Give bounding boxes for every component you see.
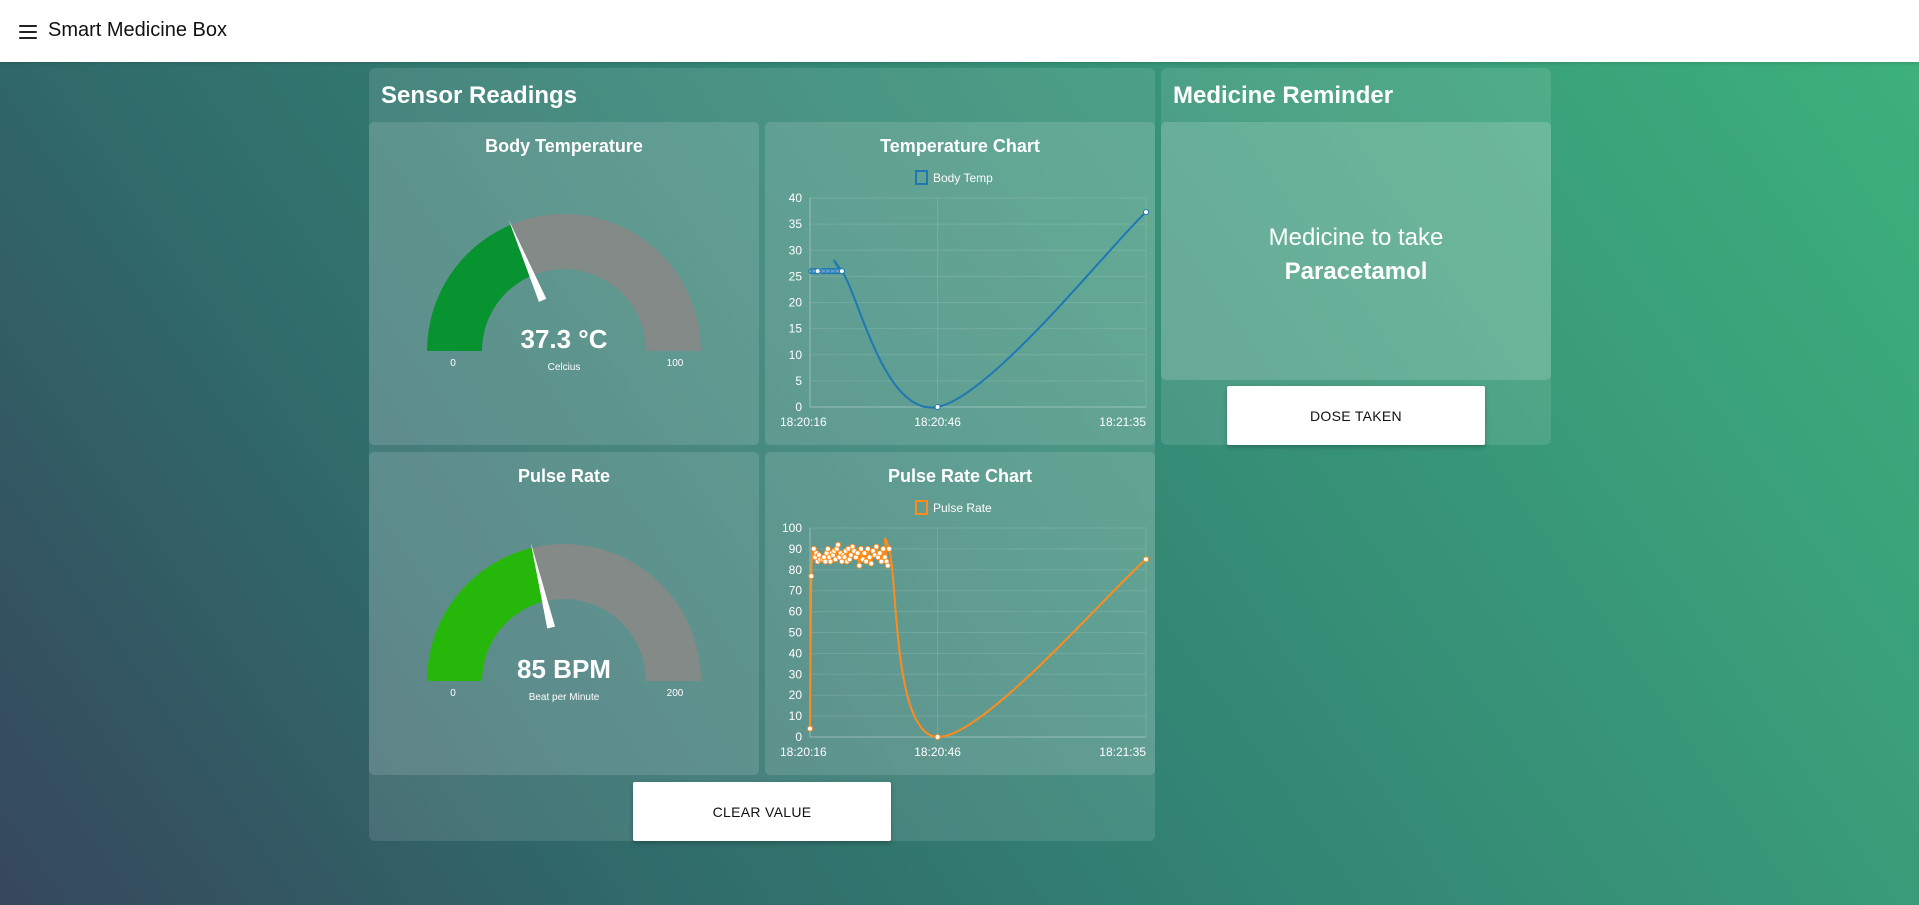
data-point (841, 554, 848, 561)
reminder-card: Medicine to take Paracetamol (1161, 122, 1551, 380)
x-tick-label: 18:20:16 (780, 415, 827, 429)
y-tick-label: 70 (789, 584, 803, 598)
reminder-text: Medicine to take (1268, 224, 1444, 251)
data-point (886, 545, 893, 552)
data-point (873, 543, 880, 550)
x-tick-label: 18:20:16 (780, 745, 827, 759)
data-point (868, 560, 875, 567)
x-tick-label: 18:21:35 (1099, 745, 1146, 759)
gauge-max-label: 100 (667, 358, 684, 369)
data-point (880, 545, 887, 552)
medicine-name: Paracetamol (1284, 258, 1428, 285)
gauge-needle (508, 219, 547, 302)
data-point (934, 404, 941, 410)
temperature-chart-title: Temperature Chart (880, 136, 1040, 156)
body-temperature-card: Body Temperature 37.3 °C Celcius 0 100 (369, 122, 759, 445)
pulse-rate-chart-card: Pulse Rate Chart Pulse Rate 0 10 20 30 40 50 6… (765, 452, 1155, 775)
series-line (811, 211, 1147, 409)
y-tick-label: 40 (789, 646, 803, 660)
y-tick-label: 10 (789, 348, 803, 362)
data-point (835, 541, 842, 548)
data-point (808, 573, 815, 580)
body-temperature-title: Body Temperature (485, 136, 643, 156)
y-tick-label: 0 (795, 400, 802, 414)
y-tick-label: 50 (789, 626, 803, 640)
y-tick-label: 20 (789, 296, 803, 310)
y-tick-label: 15 (789, 322, 803, 336)
top-app-bar: Smart Medicine Box (0, 0, 1919, 62)
clear-value-button[interactable]: CLEAR VALUE (633, 782, 891, 841)
x-tick-label: 18:20:46 (914, 415, 961, 429)
data-point (822, 558, 829, 565)
gauge-max-label: 200 (667, 688, 684, 699)
y-tick-label: 40 (789, 191, 803, 205)
gauge-fill (427, 547, 545, 681)
y-tick-label: 30 (789, 667, 803, 681)
y-tick-label: 35 (789, 217, 803, 231)
y-tick-label: 30 (789, 243, 803, 257)
y-tick-label: 25 (789, 269, 803, 283)
legend-label: Body Temp (933, 171, 993, 185)
data-point (847, 552, 854, 559)
y-tick-label: 20 (789, 688, 803, 702)
data-point (854, 550, 861, 557)
data-point (858, 545, 865, 552)
sensor-readings-title: Sensor Readings (381, 82, 578, 109)
data-point (814, 268, 821, 275)
pulse-rate-line-chart: Pulse Rate 0 10 20 30 40 50 60 70 80 90 100 18:20:1… (780, 500, 1149, 759)
data-point (1143, 556, 1149, 563)
data-point (876, 550, 883, 557)
y-tick-label: 90 (789, 542, 803, 556)
y-tick-label: 10 (789, 709, 803, 723)
data-point (934, 734, 941, 740)
legend-label: Pulse Rate (933, 501, 992, 515)
legend-swatch (915, 500, 928, 515)
pulse-rate-card: Pulse Rate 85 BPM Beat per Minute 0 200 (369, 452, 759, 775)
data-point (856, 562, 863, 569)
body-temperature-gauge: 37.3 °C Celcius 0 100 (427, 214, 701, 373)
gauge-value: 85 BPM (517, 654, 611, 684)
y-tick-label: 80 (789, 563, 803, 577)
gauge-unit: Beat per Minute (529, 692, 600, 703)
pulse-rate-gauge: 85 BPM Beat per Minute 0 200 (427, 541, 701, 703)
data-point (838, 268, 845, 275)
medicine-reminder-title: Medicine Reminder (1173, 82, 1394, 109)
data-point (824, 545, 831, 552)
y-tick-label: 100 (782, 521, 802, 535)
temperature-chart-card: Temperature Chart Body Temp 0 5 10 15 20 25 30… (765, 122, 1155, 445)
y-tick-label: 60 (789, 605, 803, 619)
data-point (810, 545, 817, 552)
x-tick-label: 18:20:46 (914, 745, 961, 759)
y-tick-label: 0 (795, 730, 802, 744)
medicine-reminder-panel: Medicine Reminder Medicine to take Parac… (1161, 68, 1551, 445)
pulse-rate-title: Pulse Rate (517, 466, 611, 486)
data-point (863, 558, 870, 565)
data-point (827, 558, 834, 565)
sensor-readings-panel: Sensor Readings Body Temperature 37.3 °C… (369, 68, 1155, 841)
dose-taken-button[interactable]: DOSE TAKEN (1227, 386, 1485, 445)
gauge-unit: Celcius (548, 362, 581, 373)
data-point (866, 554, 873, 561)
data-point (884, 562, 891, 569)
legend-swatch (915, 170, 928, 185)
gauge-fill (427, 224, 533, 351)
gauge-min-label: 0 (450, 358, 456, 369)
gauge-needle (530, 541, 556, 629)
y-tick-label: 5 (795, 374, 802, 388)
hamburger-menu-icon[interactable] (19, 25, 37, 39)
data-point (861, 550, 868, 557)
data-point (807, 725, 813, 732)
data-point (1143, 209, 1149, 216)
x-tick-label: 18:21:35 (1099, 415, 1146, 429)
gauge-value: 37.3 °C (520, 324, 607, 354)
pulse-rate-chart-title: Pulse Rate Chart (887, 466, 1033, 486)
data-point (864, 545, 871, 552)
temperature-line-chart: Body Temp 0 5 10 15 20 25 30 35 40 18:20:16 18:20:… (780, 170, 1149, 429)
app-title: Smart Medicine Box (48, 19, 227, 41)
gauge-min-label: 0 (450, 688, 456, 699)
